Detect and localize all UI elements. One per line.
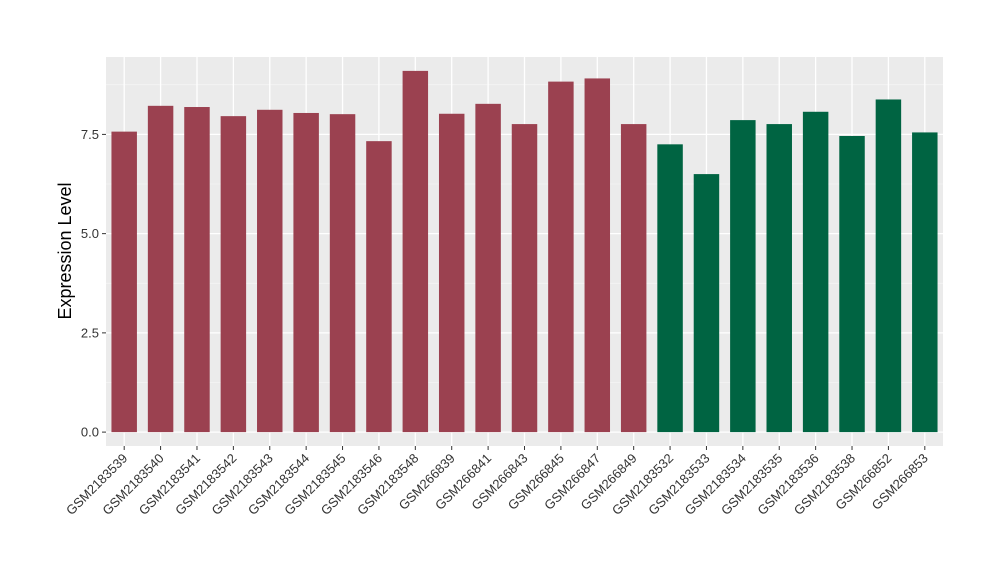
bar-GSM266852	[875, 99, 902, 433]
y-tick-label: 2.5	[81, 325, 99, 340]
bar-GSM2183536	[802, 111, 829, 433]
bar-GSM2183535	[766, 124, 792, 433]
bar-GSM2183533	[693, 174, 720, 433]
x-axis: GSM2183539GSM2183540GSM2183541GSM2183542…	[63, 446, 931, 518]
bar-GSM266849	[620, 124, 647, 433]
bar-GSM2183544	[293, 112, 319, 433]
bar-GSM2183534	[730, 120, 756, 433]
y-tick-label: 7.5	[81, 127, 99, 142]
bar-GSM266841	[475, 103, 501, 433]
bar-GSM266853	[912, 132, 938, 433]
y-tick-label: 5.0	[81, 226, 99, 241]
bar-GSM2183541	[184, 107, 210, 433]
y-tick-label: 0.0	[81, 425, 99, 440]
bar-GSM2183546	[366, 141, 392, 433]
bar-GSM266843	[511, 124, 538, 433]
bar-GSM2183542	[220, 116, 247, 433]
bar-GSM2183548	[402, 70, 429, 433]
y-axis: 0.0 2.5 5.0 7.5	[81, 127, 106, 440]
bar-GSM2183538	[839, 135, 865, 433]
bar-GSM266839	[438, 113, 465, 433]
bar-GSM2183540	[147, 105, 174, 433]
bar-GSM2183539	[111, 131, 137, 433]
bar-GSM2183543	[257, 109, 283, 433]
x-tick-label: GSM2183539	[63, 451, 130, 518]
bar-GSM266845	[548, 81, 574, 433]
bar-GSM2183545	[329, 114, 356, 433]
y-axis-title: Expression Level	[55, 182, 75, 319]
bars	[111, 70, 938, 433]
bar-GSM266847	[584, 78, 611, 433]
bar-GSM2183532	[657, 144, 683, 433]
